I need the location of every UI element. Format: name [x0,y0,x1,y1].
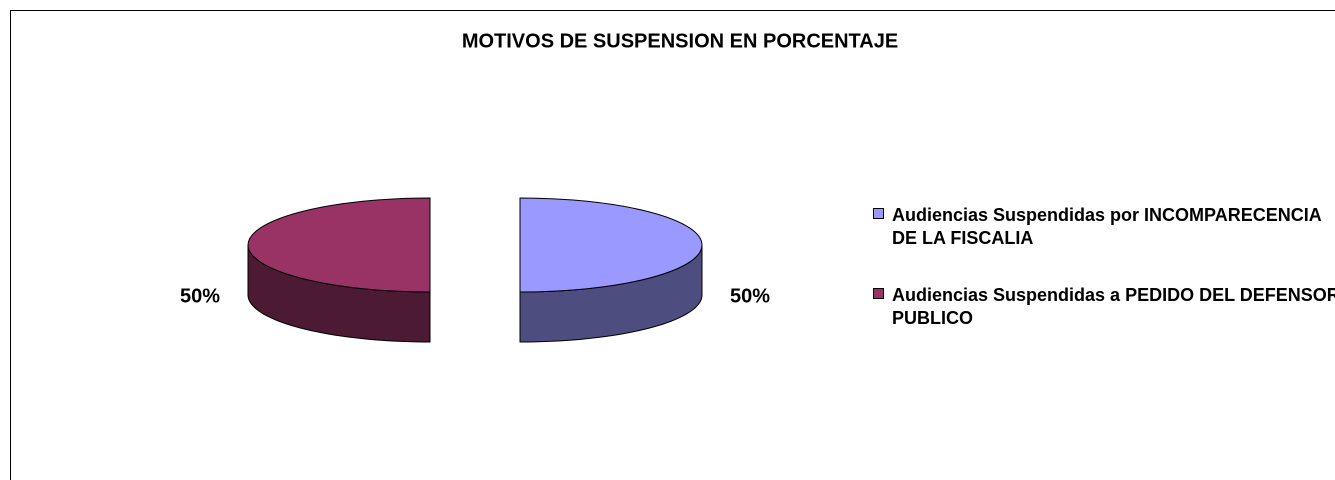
legend-label: Audiencias Suspendidas por INCOMPARECENC… [892,205,1322,248]
legend-swatch [873,208,884,219]
legend-label: Audiencias Suspendidas a PEDIDO DEL DEFE… [892,285,1335,328]
slice-top [247,197,431,293]
slice-top [519,197,703,293]
chart-title: MOTIVOS DE SUSPENSION EN PORCENTAJE [462,30,898,52]
data-label: 50% [730,285,770,307]
legend-swatch [873,288,884,299]
data-label: 50% [180,285,220,307]
